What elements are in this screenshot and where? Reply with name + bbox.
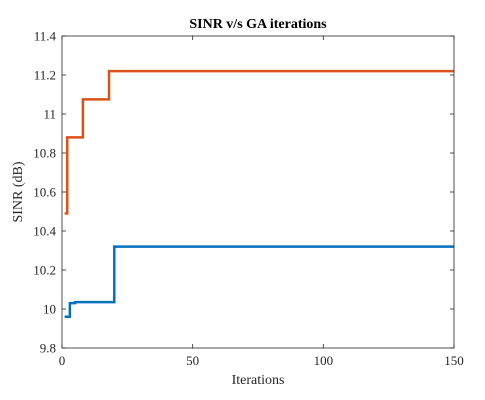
y-tick-label: 10.2 — [33, 263, 56, 278]
x-tick-label: 100 — [314, 353, 334, 368]
series-line-2 — [64, 245, 454, 319]
y-tick-label: 10.8 — [33, 146, 56, 161]
y-tick-label: 9.8 — [40, 341, 56, 356]
series-line-1 — [64, 69, 454, 215]
y-tick-label: 11 — [43, 107, 56, 122]
y-axis-label: SINR (dB) — [11, 161, 26, 222]
y-tick-label: 11.2 — [34, 68, 56, 83]
y-tick-label: 10 — [43, 302, 56, 317]
x-tick-label: 150 — [444, 353, 464, 368]
x-tick-label: 50 — [186, 353, 199, 368]
x-tick-label: 0 — [59, 353, 66, 368]
chart-title: SINR v/s GA iterations — [189, 17, 327, 32]
series-layer — [64, 69, 454, 319]
y-tick-label: 10.6 — [33, 185, 56, 200]
y-tick-label: 10.4 — [33, 224, 56, 239]
plot-area — [62, 36, 454, 348]
x-axis-label: Iterations — [232, 373, 285, 388]
y-tick-label: 11.4 — [34, 29, 57, 44]
ticks-layer: 0 50 100 150 9.8 10 10.2 10.4 10.6 10.8 11 11.2 11.4 — [33, 29, 464, 369]
